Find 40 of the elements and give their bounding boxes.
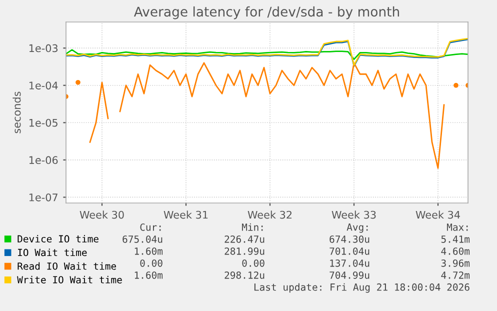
- legend-label: IO Wait time: [18, 248, 87, 256]
- text: 675.04u: [122, 235, 162, 243]
- y-tick-label: 1e-03: [29, 44, 58, 52]
- y-tick-label: 1e-07: [29, 193, 58, 202]
- text: Max:: [446, 224, 468, 231]
- text: 0.00: [242, 259, 264, 267]
- legend-label: Read IO Wait time: [18, 262, 116, 270]
- x-tick-label: Week 33: [332, 210, 376, 219]
- text: 3.96m: [441, 259, 470, 267]
- text: Cur:: [140, 223, 161, 231]
- legend-label: Write IO Wait time: [17, 276, 122, 284]
- line-series: [66, 49, 468, 60]
- x-tick-label: Week 31: [164, 210, 208, 219]
- y-axis-title: seconds: [12, 92, 21, 134]
- chart-title: Average latency for /dev/sda - by month: [134, 6, 400, 20]
- text: 281.99u: [224, 247, 264, 255]
- text: 674.30u: [330, 235, 370, 243]
- text: 4.72m: [441, 271, 470, 279]
- point: [76, 80, 80, 85]
- text: Min:: [242, 223, 263, 231]
- text: 4.60m: [441, 247, 470, 255]
- text: Last update: Fri Aug 21 18:00:04 2026: [254, 283, 470, 293]
- x-tick-label: Week 34: [416, 210, 460, 219]
- y-tick-label: 1e-06: [29, 156, 58, 164]
- text: 704.99u: [330, 271, 370, 279]
- text: 701.04u: [330, 247, 370, 255]
- text: 137.04u: [330, 259, 370, 267]
- text: 5.41m: [441, 236, 470, 243]
- text: 298.12u: [224, 271, 264, 279]
- point: [454, 82, 458, 88]
- text: 0.00: [140, 259, 162, 267]
- x-tick-label: Week 32: [248, 210, 292, 219]
- y-tick-label: 1e-05: [29, 118, 58, 127]
- text: Avg:: [346, 224, 368, 233]
- x-tick-label: Week 30: [80, 210, 124, 219]
- text: 226.47u: [224, 235, 264, 243]
- legend-label: Device IO time: [18, 234, 98, 243]
- y-tick-label: 1e-04: [29, 82, 58, 90]
- text: 1.60m: [134, 271, 163, 279]
- text: 1.60m: [134, 247, 163, 255]
